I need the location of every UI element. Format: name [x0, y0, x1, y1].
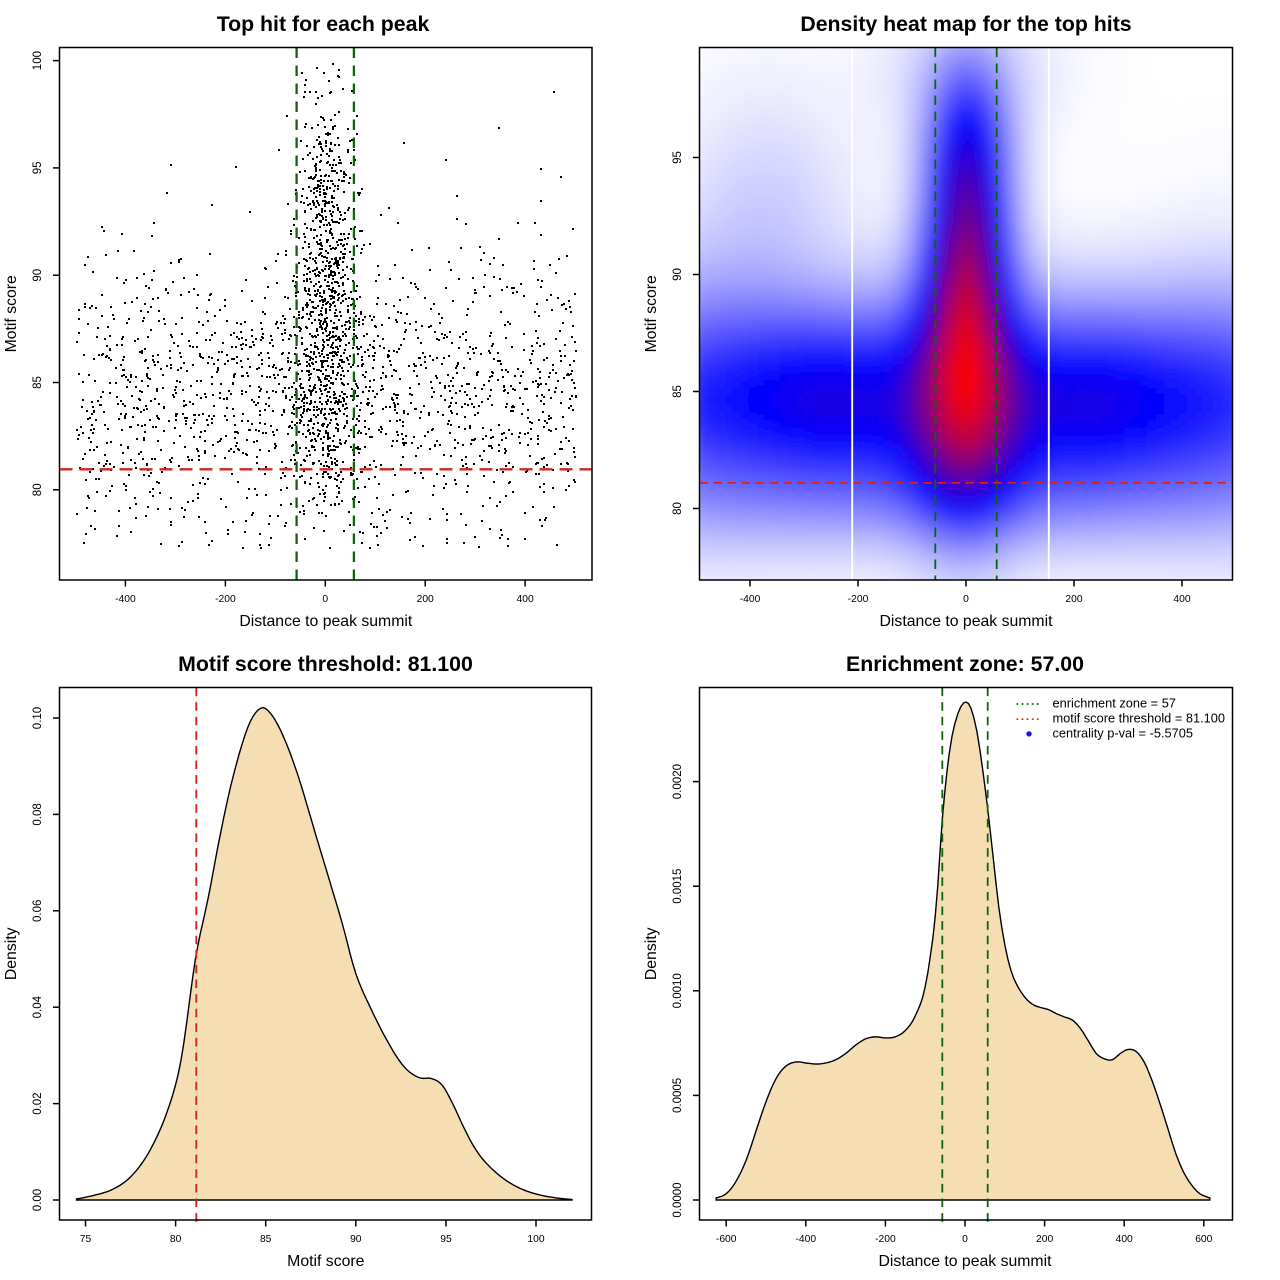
- svg-text:90: 90: [32, 269, 44, 282]
- svg-text:95: 95: [32, 162, 44, 175]
- svg-text:-400: -400: [115, 594, 136, 605]
- svg-text:0.0015: 0.0015: [672, 869, 684, 904]
- svg-text:200: 200: [1036, 1234, 1053, 1245]
- svg-text:80: 80: [32, 483, 44, 496]
- svg-text:0: 0: [963, 594, 969, 605]
- svg-text:400: 400: [1173, 594, 1190, 605]
- svg-text:enrichment zone = 57: enrichment zone = 57: [1053, 696, 1176, 711]
- svg-text:0.0005: 0.0005: [672, 1078, 684, 1113]
- svg-text:0.04: 0.04: [32, 995, 44, 1018]
- svg-text:0.02: 0.02: [32, 1092, 44, 1114]
- svg-text:-200: -200: [875, 1234, 896, 1245]
- svg-text:80: 80: [672, 502, 684, 515]
- svg-text:-600: -600: [716, 1234, 737, 1245]
- svg-text:100: 100: [32, 51, 44, 70]
- svg-text:0: 0: [322, 594, 328, 605]
- svg-text:200: 200: [417, 594, 434, 605]
- svg-text:Motif score: Motif score: [3, 275, 20, 352]
- svg-text:0.0020: 0.0020: [672, 764, 684, 799]
- svg-text:0.10: 0.10: [32, 707, 44, 729]
- svg-text:0.08: 0.08: [32, 803, 44, 825]
- svg-text:90: 90: [672, 268, 684, 281]
- svg-text:Distance to peak summit: Distance to peak summit: [880, 613, 1054, 630]
- svg-text:600: 600: [1195, 1234, 1212, 1245]
- svg-text:Distance to peak summit: Distance to peak summit: [879, 1253, 1053, 1270]
- svg-text:85: 85: [32, 376, 44, 389]
- svg-text:80: 80: [170, 1234, 182, 1245]
- svg-text:100: 100: [527, 1234, 544, 1245]
- svg-text:95: 95: [440, 1234, 452, 1245]
- svg-text:95: 95: [672, 151, 684, 164]
- svg-text:200: 200: [1065, 594, 1082, 605]
- svg-text:-200: -200: [848, 594, 869, 605]
- svg-text:400: 400: [1116, 1234, 1133, 1245]
- svg-text:85: 85: [260, 1234, 272, 1245]
- svg-text:-200: -200: [215, 594, 236, 605]
- svg-text:Top hit for each peak: Top hit for each peak: [217, 12, 430, 36]
- svg-text:Density heat map for the top h: Density heat map for the top hits: [800, 12, 1131, 36]
- svg-text:Density: Density: [643, 927, 660, 980]
- svg-text:Enrichment zone: 57.00: Enrichment zone: 57.00: [846, 652, 1084, 676]
- svg-text:0.06: 0.06: [32, 900, 44, 922]
- svg-text:Distance to peak summit: Distance to peak summit: [239, 613, 413, 630]
- svg-text:Motif score: Motif score: [287, 1253, 364, 1270]
- svg-text:0: 0: [962, 1234, 968, 1245]
- svg-text:0.00: 0.00: [32, 1189, 44, 1211]
- svg-text:Density: Density: [3, 927, 20, 980]
- svg-text:-400: -400: [740, 594, 761, 605]
- svg-text:400: 400: [517, 594, 534, 605]
- svg-text:Motif score: Motif score: [643, 275, 660, 352]
- svg-text:75: 75: [80, 1234, 92, 1245]
- svg-text:-400: -400: [795, 1234, 816, 1245]
- svg-text:motif score threshold = 81.100: motif score threshold = 81.100: [1053, 711, 1226, 726]
- svg-text:0.0010: 0.0010: [672, 973, 684, 1008]
- svg-text:centrality p-val = -5.5705: centrality p-val = -5.5705: [1053, 725, 1194, 740]
- svg-text:85: 85: [672, 385, 684, 398]
- svg-text:0.0000: 0.0000: [672, 1182, 684, 1217]
- svg-text:90: 90: [350, 1234, 362, 1245]
- svg-text:Motif score threshold: 81.100: Motif score threshold: 81.100: [178, 652, 473, 676]
